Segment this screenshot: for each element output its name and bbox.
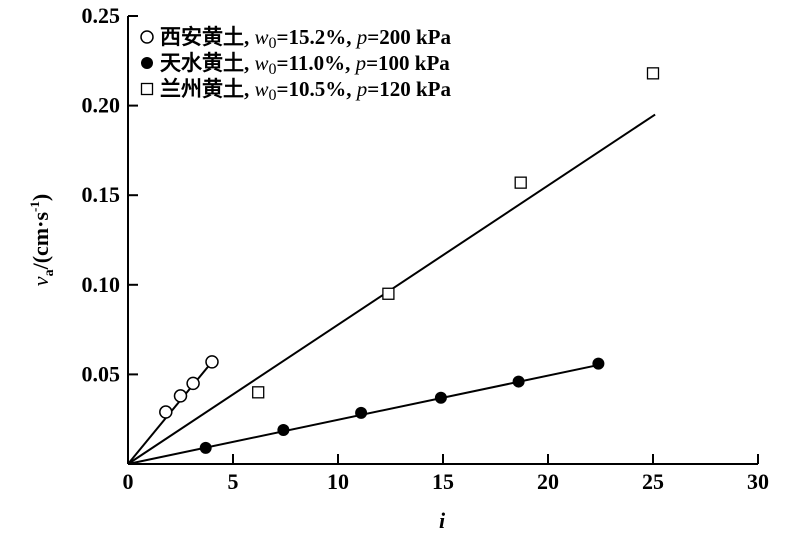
y-tick-label: 0.25 (82, 3, 121, 28)
legend-marker-1 (141, 57, 153, 69)
data-point-1 (277, 423, 290, 436)
legend-entry-2: 兰州黄土, w0=10.5%, p=120 kPa (160, 77, 451, 104)
y-axis-label: va/(cm·s-1) (27, 194, 57, 286)
data-point-1 (592, 357, 605, 370)
data-point-0 (205, 355, 219, 369)
data-point-0 (159, 405, 173, 419)
data-point-2 (382, 287, 395, 300)
data-point-1 (512, 375, 525, 388)
data-point-0 (186, 376, 200, 391)
x-tick-label: 10 (327, 469, 349, 494)
data-point-2 (252, 386, 265, 399)
x-tick-label: 5 (228, 469, 239, 494)
legend-entry-1: 天水黄土, w0=11.0%, p=100 kPa (160, 51, 450, 78)
y-tick-label: 0.15 (82, 182, 121, 207)
data-point-2 (646, 67, 660, 80)
data-point-1 (434, 391, 447, 404)
data-point-0 (173, 389, 188, 403)
x-tick-label: 0 (123, 469, 134, 494)
legend-marker-2 (140, 82, 154, 96)
data-point-2 (514, 176, 527, 189)
x-tick-label: 30 (747, 469, 769, 494)
x-tick-label: 15 (432, 469, 454, 494)
x-tick-label: 25 (642, 469, 664, 494)
legend-marker-0 (140, 30, 154, 44)
y-tick-label: 0.10 (82, 272, 121, 297)
x-axis-label: i (439, 508, 446, 533)
y-tick-label: 0.20 (82, 93, 121, 118)
data-point-1 (199, 441, 212, 454)
y-tick-label: 0.05 (82, 361, 121, 386)
legend-entry-0: 西安黄土, w0=15.2%, p=200 kPa (160, 25, 451, 52)
data-point-1 (355, 406, 368, 419)
x-tick-label: 20 (537, 469, 559, 494)
